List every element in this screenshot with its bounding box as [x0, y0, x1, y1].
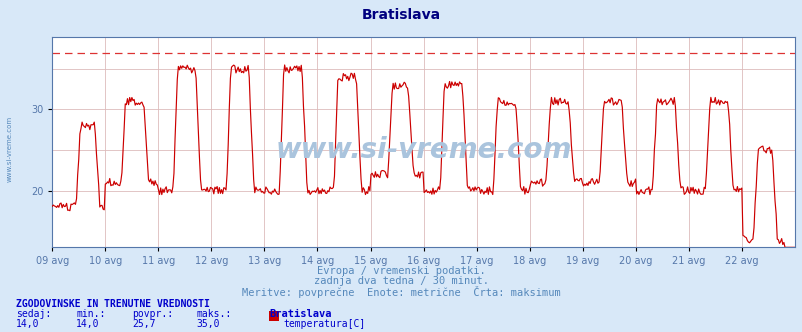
Text: Bratislava: Bratislava	[269, 309, 331, 319]
Text: temperatura[C]: temperatura[C]	[283, 319, 365, 329]
Text: Meritve: povprečne  Enote: metrične  Črta: maksimum: Meritve: povprečne Enote: metrične Črta:…	[242, 286, 560, 297]
Text: ZGODOVINSKE IN TRENUTNE VREDNOSTI: ZGODOVINSKE IN TRENUTNE VREDNOSTI	[16, 299, 209, 309]
Text: min.:: min.:	[76, 309, 106, 319]
Text: sedaj:: sedaj:	[16, 309, 51, 319]
Text: Evropa / vremenski podatki.: Evropa / vremenski podatki.	[317, 266, 485, 276]
Text: www.si-vreme.com: www.si-vreme.com	[6, 116, 12, 183]
Text: 14,0: 14,0	[76, 319, 99, 329]
Text: zadnja dva tedna / 30 minut.: zadnja dva tedna / 30 minut.	[314, 276, 488, 286]
Text: maks.:: maks.:	[196, 309, 232, 319]
Text: www.si-vreme.com: www.si-vreme.com	[275, 136, 571, 164]
Text: povpr.:: povpr.:	[132, 309, 173, 319]
Text: 14,0: 14,0	[16, 319, 39, 329]
Text: 25,7: 25,7	[132, 319, 156, 329]
Text: 35,0: 35,0	[196, 319, 220, 329]
Text: Bratislava: Bratislava	[362, 8, 440, 22]
